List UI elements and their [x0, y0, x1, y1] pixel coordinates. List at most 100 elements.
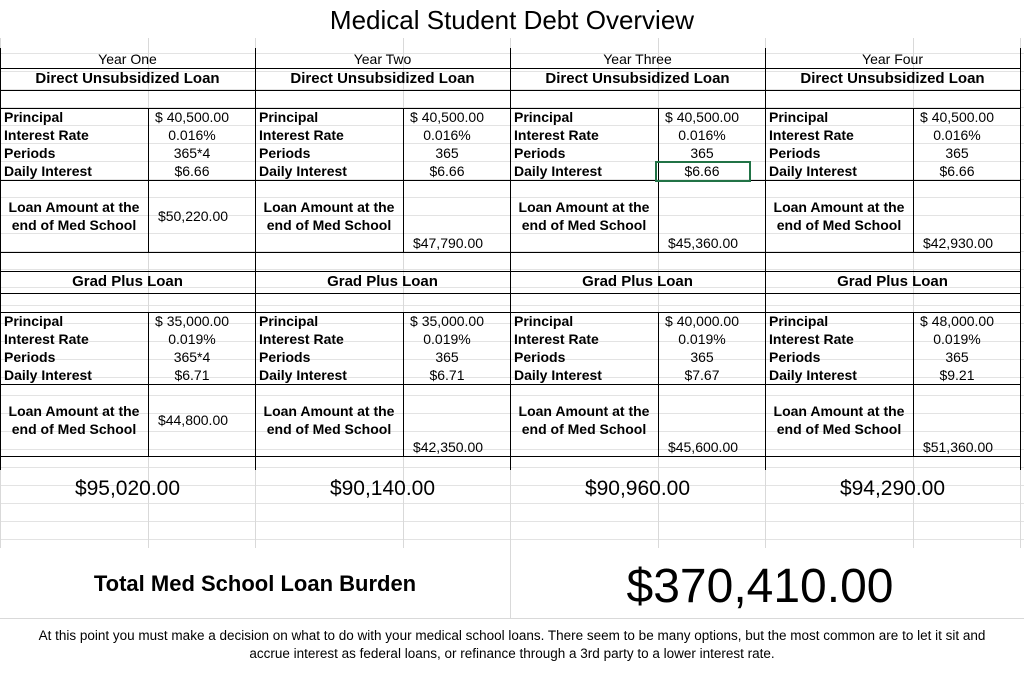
sheet-title: Medical Student Debt Overview	[329, 5, 695, 35]
cell-border	[255, 108, 510, 109]
cell-border	[0, 271, 255, 272]
row-label: Periods	[769, 349, 821, 365]
row-label: Periods	[769, 145, 821, 161]
row-label: Principal	[514, 313, 574, 329]
row-value: $ 40,500.00	[410, 109, 484, 125]
row-value: 0.016%	[168, 127, 216, 143]
year-label: Year Two	[353, 51, 412, 67]
amount-label: end of Med School	[776, 421, 902, 437]
cell-border	[255, 293, 510, 294]
cell-border	[1020, 48, 1021, 470]
amount-label: end of Med School	[11, 421, 137, 437]
row-value: 0.019%	[678, 331, 726, 347]
cell-border	[0, 180, 255, 181]
title-band	[0, 0, 1024, 38]
amount-label: Loan Amount at the	[773, 403, 905, 419]
amount-label: Loan Amount at the	[773, 199, 905, 215]
amount-label: end of Med School	[521, 421, 647, 437]
cell-border	[765, 384, 1020, 385]
section-title: Direct Unsubsidized Loan	[800, 70, 985, 87]
amount-label: end of Med School	[266, 217, 392, 233]
cell-border	[765, 271, 1020, 272]
section-title: Grad Plus Loan	[72, 273, 183, 290]
row-label: Interest Rate	[259, 127, 344, 143]
row-label: Daily Interest	[514, 367, 602, 383]
cell-border	[0, 108, 255, 109]
row-value: $6.66	[429, 163, 465, 179]
year-total: $94,290.00	[839, 477, 946, 500]
cell-border	[255, 90, 510, 91]
section-title: Direct Unsubsidized Loan	[545, 70, 730, 87]
row-value: 0.019%	[423, 331, 471, 347]
cell-border	[0, 90, 255, 91]
row-value: 365	[435, 145, 459, 161]
grid-line	[0, 618, 1024, 619]
cell-border	[765, 90, 1020, 91]
cell-border	[765, 180, 1020, 181]
amount-value: $42,350.00	[412, 439, 484, 455]
amount-value: $44,800.00	[157, 412, 229, 428]
cell-border	[0, 456, 255, 457]
row-value: 365	[690, 145, 714, 161]
row-value: $ 35,000.00	[410, 313, 484, 329]
cell-border	[255, 312, 510, 313]
amount-label: Loan Amount at the	[263, 403, 395, 419]
row-label: Interest Rate	[769, 127, 854, 143]
row-label: Periods	[259, 349, 311, 365]
cell-border	[510, 68, 765, 69]
row-value: 0.019%	[933, 331, 981, 347]
row-value: 0.016%	[423, 127, 471, 143]
cell-border	[0, 312, 255, 313]
row-label: Periods	[514, 349, 566, 365]
cell-border	[765, 252, 1020, 253]
selected-cell	[655, 161, 751, 182]
cell-border	[510, 456, 765, 457]
cell-border	[0, 48, 1, 470]
amount-label: Loan Amount at the	[8, 199, 140, 215]
cell-border	[0, 252, 255, 253]
row-value: 365	[690, 349, 714, 365]
row-value: $7.67	[684, 367, 720, 383]
row-label: Daily Interest	[514, 163, 602, 179]
year-total: $90,140.00	[329, 477, 436, 500]
row-label: Daily Interest	[259, 367, 347, 383]
cell-border	[255, 68, 510, 69]
row-value: $6.66	[684, 163, 720, 179]
section-title: Direct Unsubsidized Loan	[35, 70, 220, 87]
section-title: Direct Unsubsidized Loan	[290, 70, 475, 87]
row-label: Daily Interest	[4, 367, 92, 383]
year-total: $90,960.00	[584, 477, 691, 500]
section-title: Grad Plus Loan	[582, 273, 693, 290]
row-label: Principal	[514, 109, 574, 125]
row-value: $ 35,000.00	[155, 313, 229, 329]
amount-value: $45,360.00	[667, 235, 739, 251]
cell-border	[510, 312, 765, 313]
cell-border	[510, 252, 765, 253]
row-value: $ 40,000.00	[665, 313, 739, 329]
row-label: Interest Rate	[4, 127, 89, 143]
amount-label: Loan Amount at the	[263, 199, 395, 215]
cell-border	[255, 456, 510, 457]
row-label: Periods	[514, 145, 566, 161]
cell-border	[765, 293, 1020, 294]
cell-border	[255, 384, 510, 385]
cell-border	[510, 384, 765, 385]
row-label: Principal	[769, 109, 829, 125]
row-value: $ 40,500.00	[920, 109, 994, 125]
row-label: Interest Rate	[514, 127, 599, 143]
row-value: 365*4	[173, 349, 211, 365]
amount-label: end of Med School	[11, 217, 137, 233]
row-value: 0.016%	[678, 127, 726, 143]
row-value: $6.71	[429, 367, 465, 383]
cell-border	[765, 48, 766, 470]
grand-total-label: Total Med School Loan Burden	[93, 571, 417, 596]
cell-border	[510, 271, 765, 272]
cell-border	[255, 48, 256, 470]
amount-label: Loan Amount at the	[8, 403, 140, 419]
cell-border	[510, 180, 765, 181]
row-value: 365*4	[173, 145, 211, 161]
row-label: Periods	[4, 145, 56, 161]
cell-border	[255, 252, 510, 253]
cell-border	[255, 271, 510, 272]
